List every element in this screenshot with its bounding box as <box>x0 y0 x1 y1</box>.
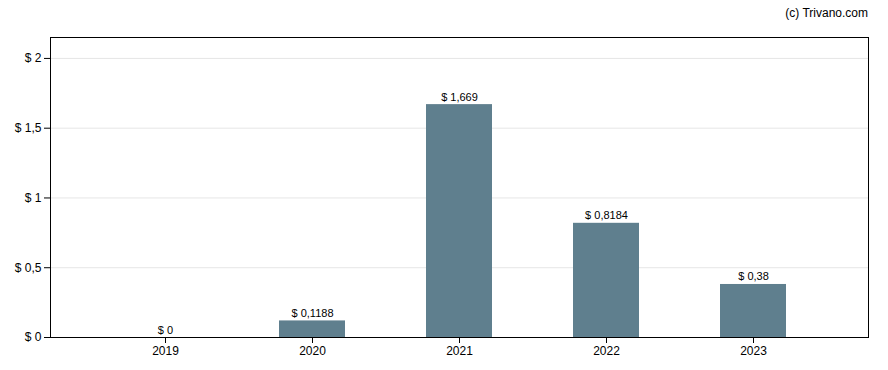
svg-text:2021: 2021 <box>446 344 473 358</box>
svg-text:$ 0: $ 0 <box>25 330 42 344</box>
svg-text:$ 0,38: $ 0,38 <box>738 270 769 282</box>
svg-text:2023: 2023 <box>740 344 767 358</box>
svg-text:$ 0,8184: $ 0,8184 <box>585 209 628 221</box>
svg-text:$ 2: $ 2 <box>25 51 42 65</box>
svg-text:2019: 2019 <box>152 344 179 358</box>
svg-text:$ 1: $ 1 <box>25 191 42 205</box>
svg-text:2020: 2020 <box>299 344 326 358</box>
html-text:(c) Trivano.com: (c) Trivano.com <box>785 6 868 20</box>
svg-text:$ 1,5: $ 1,5 <box>15 121 42 135</box>
svg-text:$ 0,5: $ 0,5 <box>15 261 42 275</box>
svg-text:$ 0,1188: $ 0,1188 <box>291 307 333 319</box>
svg-text:2022: 2022 <box>593 344 620 358</box>
svg-text:$ 0: $ 0 <box>158 324 173 336</box>
svg-text:$ 1,669: $ 1,669 <box>441 91 478 103</box>
